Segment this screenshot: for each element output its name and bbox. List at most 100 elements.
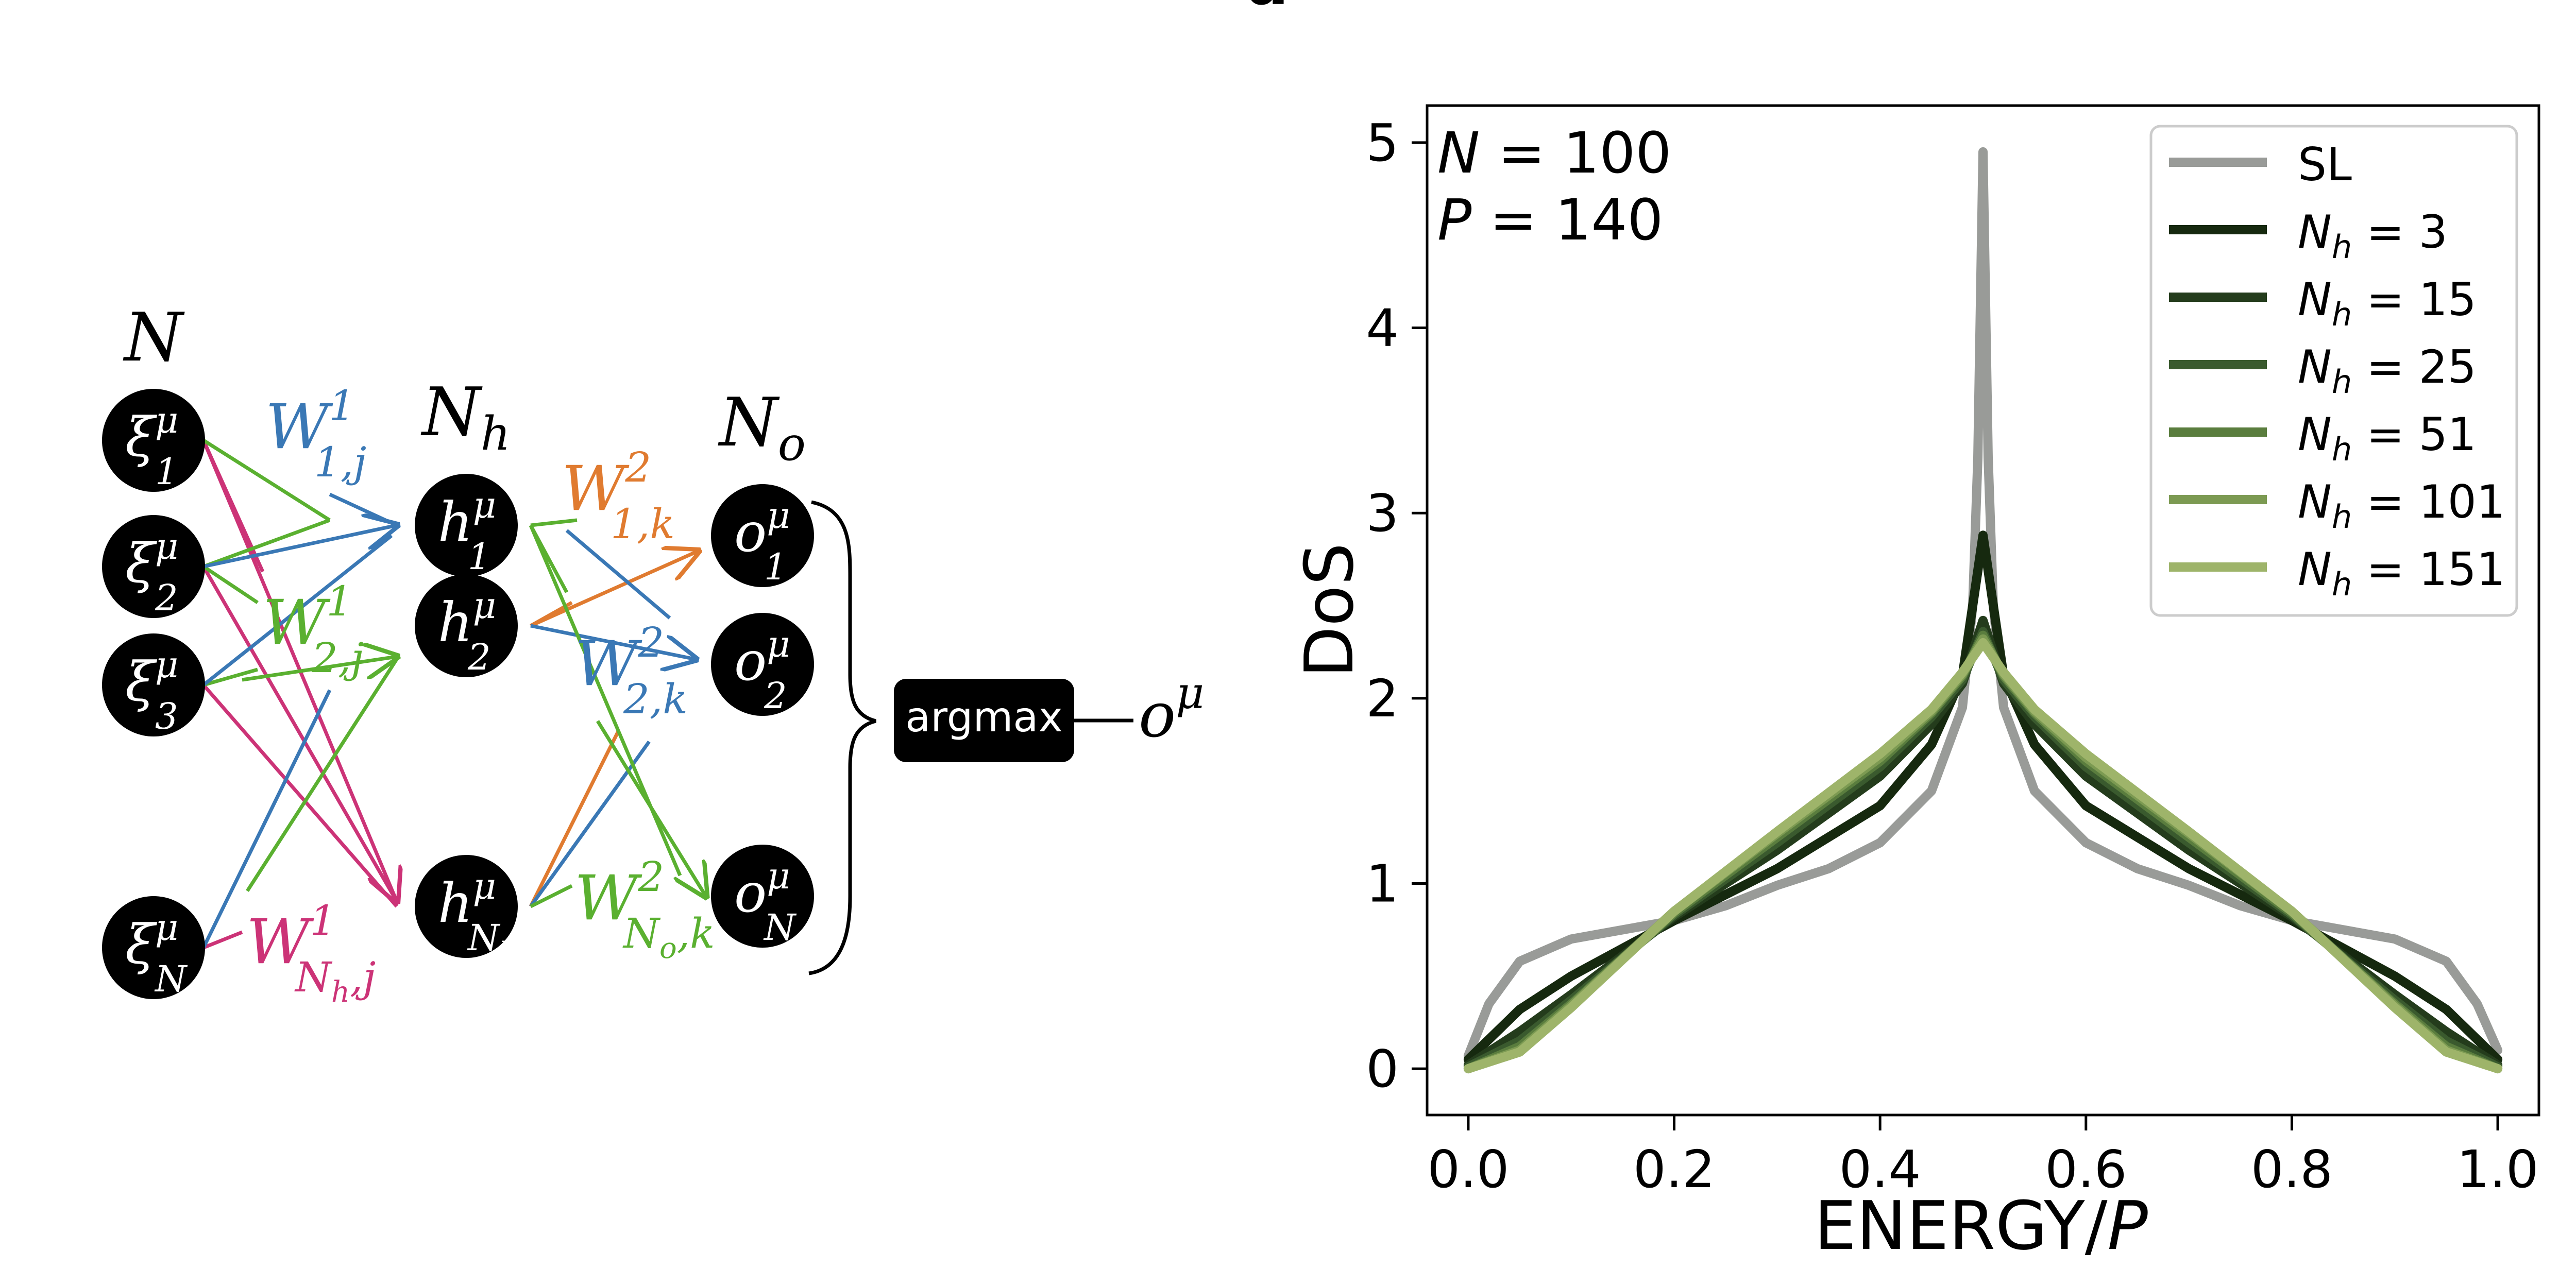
node-label: oμ No [734, 855, 810, 955]
edge-blue [203, 525, 397, 569]
dos-chart: 0.0 0.2 0.4 0.6 0.8 1.0 0 1 2 3 4 5 N = 100 P = 140… [1290, 104, 2540, 1265]
argmax-label: argmax [905, 693, 1063, 741]
legend-entry: Nh = 25 [2169, 340, 2477, 401]
ticks-layer: 0.0 0.2 0.4 0.6 0.8 1.0 0 1 2 3 4 5 [1366, 113, 2538, 1199]
edge-blue [329, 492, 398, 527]
series-line [1463, 627, 2503, 1072]
legend-entry: Nh = 3 [2169, 205, 2448, 266]
y-axis-label: DoS [1290, 543, 1368, 678]
network-diagram: N Nh No ξμ 1 ξμ 2 ξμ 3 ξμ N hμ 1 hμ 2 hμ Nh oμ 1 oμ 2 oμ No… [102, 298, 1205, 1009]
output-node: oμ No [711, 845, 814, 955]
edge-magenta [201, 565, 399, 902]
legend-entry: Nh = 151 [2169, 543, 2505, 603]
node-label: hμ 1 [438, 484, 496, 578]
edge-magenta [202, 930, 243, 950]
x-tick-label: 1.0 [2457, 1139, 2539, 1199]
edge-blue [530, 624, 696, 659]
panel-label: a [1247, 0, 1289, 19]
input-node: ξμ 2 [102, 515, 205, 619]
output-node: oμ 1 [711, 484, 814, 588]
node-label: oμ 1 [734, 494, 790, 588]
node-label: hμ 2 [438, 585, 496, 678]
layer2-edges [529, 518, 706, 908]
edge-blue [565, 529, 671, 620]
input-layer-label: N [123, 298, 185, 376]
input-node: ξμ N [102, 896, 205, 1000]
edge-orange [529, 730, 620, 907]
y-tick-label: 2 [1366, 668, 1399, 729]
weight-label: W2 2,k [574, 619, 688, 723]
legend-label: Nh = 101 [2298, 475, 2505, 536]
y-tick-label: 5 [1366, 113, 1399, 173]
weight-label: W1 1,j [265, 382, 366, 486]
hidden-node: hμ 1 [415, 474, 518, 578]
weight-label: W1 Nh,j [246, 897, 376, 1009]
annotation-n: N = 100 [1437, 120, 1671, 186]
input-node: ξμ 3 [102, 633, 205, 738]
node-label: ξμ 1 [125, 399, 178, 493]
series-line [1463, 634, 2503, 1074]
edge-magenta [202, 683, 398, 908]
legend-label: SL [2298, 138, 2352, 191]
legend-label: Nh = 25 [2298, 340, 2477, 401]
edge-blue [202, 534, 393, 687]
y-tick-label: 0 [1366, 1039, 1399, 1099]
node-label: hμ Nh [438, 865, 515, 966]
final-output-label: oμ [1139, 668, 1205, 751]
edge-green [203, 667, 258, 687]
x-tick-label: 0.4 [1839, 1139, 1921, 1199]
node-label: oμ 2 [734, 623, 790, 717]
argmax-box [894, 679, 1074, 762]
x-axis-label: ENERGY/P [1814, 1187, 2148, 1265]
layer1-edges [201, 439, 399, 950]
series-line [1463, 615, 2503, 1070]
weight-labels: W1 1,j W1 2,j W1 Nh,j W2 1,k W2 2,k W2 No,k [246, 382, 715, 1009]
annotation-p: P = 140 [1437, 187, 1663, 253]
y-tick-label: 3 [1366, 483, 1399, 543]
edge-green [202, 439, 331, 522]
legend-label: Nh = 51 [2298, 408, 2477, 468]
edge-blue [201, 689, 332, 949]
edge-green [530, 518, 578, 527]
x-tick-label: 0.0 [1427, 1139, 1509, 1199]
legend-box [2149, 125, 2518, 617]
edge-green [529, 524, 682, 877]
output-layer-label: No [718, 383, 806, 471]
legend-entry: Nh = 51 [2169, 408, 2477, 468]
x-tick-label: 0.6 [2045, 1139, 2127, 1199]
series-line [1463, 630, 2503, 1074]
edge-orange [530, 551, 698, 628]
input-node: ξμ 1 [102, 389, 205, 493]
edge-green [202, 565, 259, 604]
hidden-layer-label: Nh [420, 373, 511, 461]
legend-label: Nh = 151 [2298, 543, 2505, 603]
x-tick-label: 0.8 [2251, 1139, 2333, 1199]
edge-green [530, 884, 573, 908]
plot-frame [1426, 104, 2540, 1117]
y-tick-label: 1 [1366, 853, 1399, 914]
x-tick-label: 0.2 [1633, 1139, 1715, 1199]
node-label: ξμ 2 [125, 525, 178, 619]
edge-green [202, 518, 331, 569]
series-line [1463, 638, 2503, 1074]
legend-label: Nh = 15 [2298, 273, 2477, 333]
output-brace [808, 500, 876, 975]
edge-green [246, 658, 398, 892]
edge-green [242, 657, 397, 682]
weight-label: W2 1,k [562, 443, 675, 548]
nodes: ξμ 1 ξμ 2 ξμ 3 ξμ N hμ 1 hμ 2 hμ Nh oμ 1 oμ 2 oμ No [102, 389, 814, 1000]
y-tick-label: 4 [1366, 298, 1399, 358]
weight-label: W2 No,k [574, 853, 715, 965]
hidden-node: hμ Nh [415, 855, 518, 966]
series-layer [1463, 147, 2503, 1074]
legend-entry: Nh = 15 [2169, 273, 2477, 333]
legend-label: Nh = 3 [2298, 205, 2448, 266]
node-label: ξμ 3 [125, 644, 178, 738]
legend-entry: Nh = 101 [2169, 475, 2505, 536]
legend: SL Nh = 3 Nh = 15 Nh = 25 Nh = 51 Nh = 101 Nh … [2149, 125, 2518, 617]
node-label: ξμ N [125, 906, 188, 1000]
hidden-node: hμ 2 [415, 574, 518, 678]
weight-label: W1 2,j [263, 577, 364, 682]
output-node: oμ 2 [711, 613, 814, 717]
